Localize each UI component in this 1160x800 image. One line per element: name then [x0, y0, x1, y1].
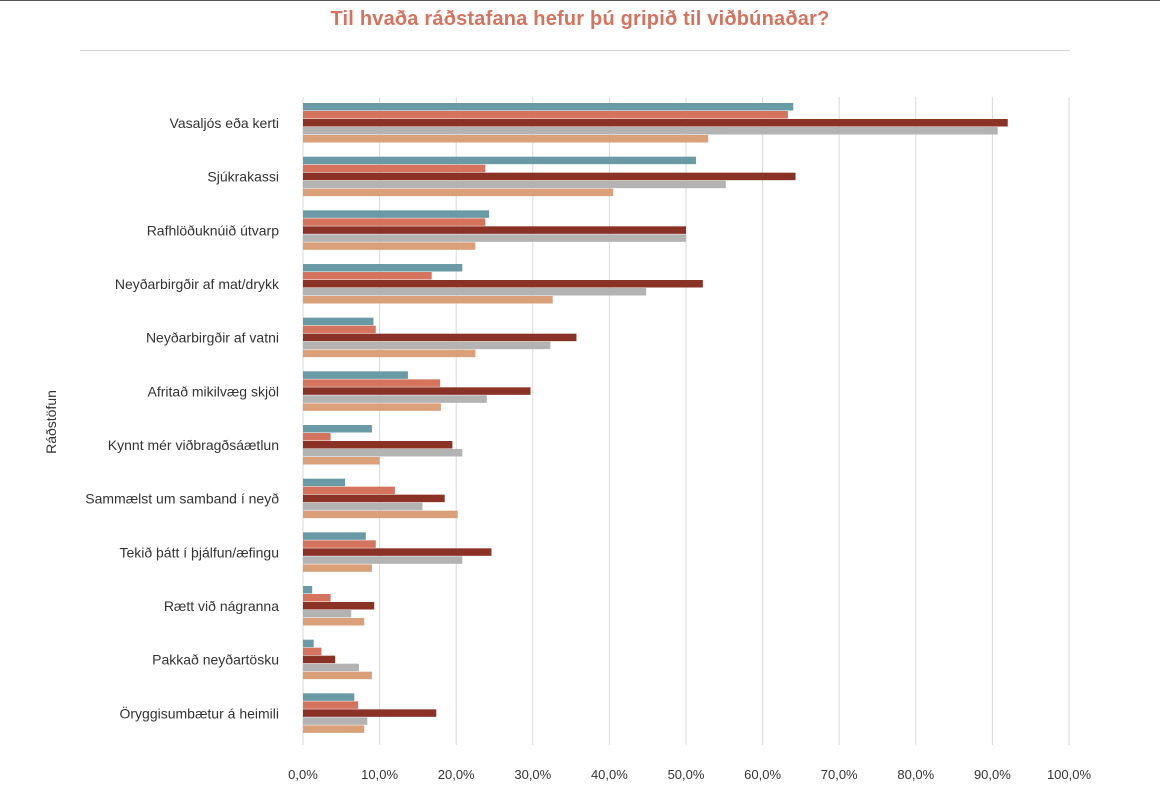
y-axis-label: Ráðstöfun	[43, 390, 59, 454]
category-label: Sammælst um samband í neyð	[85, 491, 279, 507]
bar	[303, 449, 463, 457]
category-label: Rafhlöðuknúið útvarp	[147, 222, 280, 238]
category-label: Vasaljós eða kerti	[170, 115, 279, 131]
bars	[303, 103, 1008, 733]
bar	[303, 502, 423, 511]
bar	[303, 540, 376, 548]
x-tick-labels: 0,0% 10,0% 20,0% 30,0% 40,0% 50,0% 60,0% 70,0% 8…	[288, 767, 1091, 782]
bar	[303, 586, 313, 594]
bar	[303, 333, 577, 342]
bar	[303, 663, 359, 672]
bar	[303, 156, 696, 165]
category-label: Rætt við nágranna	[164, 598, 279, 614]
bar	[303, 433, 331, 441]
x-tick-label: 40,0%	[591, 767, 628, 782]
bar	[303, 725, 365, 733]
x-tick-label: 20,0%	[438, 767, 475, 782]
bar	[303, 671, 372, 680]
bar	[303, 532, 366, 540]
category-label: Öryggisumbætur á heimili	[120, 704, 280, 721]
top-border-line	[0, 0, 1160, 1]
bar	[303, 172, 796, 181]
bar	[303, 234, 686, 242]
x-tick-label: 0,0%	[288, 767, 318, 782]
bar	[303, 441, 453, 449]
x-tick-label: 30,0%	[514, 767, 551, 782]
x-tick-label: 100,0%	[1047, 767, 1092, 782]
bar	[303, 180, 726, 189]
bar	[303, 103, 794, 111]
bar	[303, 210, 490, 218]
bar	[303, 647, 322, 656]
bar	[303, 610, 352, 618]
category-label: Neyðarbirgðir af mat/drykk	[115, 276, 280, 292]
x-tick-label: 10,0%	[361, 767, 398, 782]
bar	[303, 379, 441, 387]
category-label: Neyðarbirgðir af vatni	[146, 330, 279, 346]
bar	[303, 135, 709, 143]
bar	[303, 701, 359, 709]
x-tick-label: 90,0%	[974, 767, 1011, 782]
bar	[303, 655, 336, 664]
bar	[303, 349, 476, 358]
bar	[303, 325, 376, 334]
bar	[303, 317, 374, 326]
x-tick-label: 60,0%	[744, 767, 781, 782]
bar	[303, 127, 998, 135]
chart-title: Til hvaða ráðstafana hefur þú gripið til…	[330, 8, 830, 30]
bar	[303, 556, 463, 564]
bar	[303, 296, 553, 304]
bar	[303, 403, 441, 411]
bar	[303, 594, 331, 602]
x-tick-label: 80,0%	[897, 767, 934, 782]
bar	[303, 486, 395, 495]
gridlines	[302, 97, 1070, 745]
bar	[303, 494, 445, 503]
title-divider	[80, 50, 1070, 51]
bar	[303, 371, 408, 379]
category-label: Kynnt mér viðbragðsáætlun	[108, 437, 279, 453]
category-label: Tekið þátt í þjálfun/æfingu	[119, 544, 279, 560]
bar	[303, 164, 486, 173]
bar	[303, 280, 703, 288]
bar	[303, 548, 492, 556]
bar	[303, 111, 788, 119]
bar	[303, 618, 365, 626]
x-tick-label: 70,0%	[821, 767, 858, 782]
bar	[303, 564, 372, 572]
bar	[303, 341, 551, 350]
bar	[303, 272, 432, 280]
bar	[303, 242, 476, 250]
x-tick-label: 50,0%	[668, 767, 705, 782]
category-label: Afritað mikilvæg skjöl	[148, 383, 279, 399]
bar	[303, 288, 647, 296]
bar	[303, 188, 614, 197]
bar	[303, 510, 458, 519]
category-labels: Vasaljós eða kerti Sjúkrakassi Rafhlöðuknú…	[85, 115, 280, 721]
bar	[303, 457, 380, 465]
bar	[303, 478, 346, 487]
category-label: Sjúkrakassi	[207, 169, 279, 185]
bar	[303, 119, 1008, 127]
category-label: Pakkað neyðartösku	[152, 652, 279, 668]
bar	[303, 693, 355, 701]
bar	[303, 264, 463, 272]
bar	[303, 395, 487, 403]
bar	[303, 425, 372, 433]
bar	[303, 226, 686, 234]
bar	[303, 602, 375, 610]
bar	[303, 218, 486, 226]
bar	[303, 639, 314, 648]
bar	[303, 717, 368, 725]
bar	[303, 387, 531, 395]
bar	[303, 709, 437, 717]
